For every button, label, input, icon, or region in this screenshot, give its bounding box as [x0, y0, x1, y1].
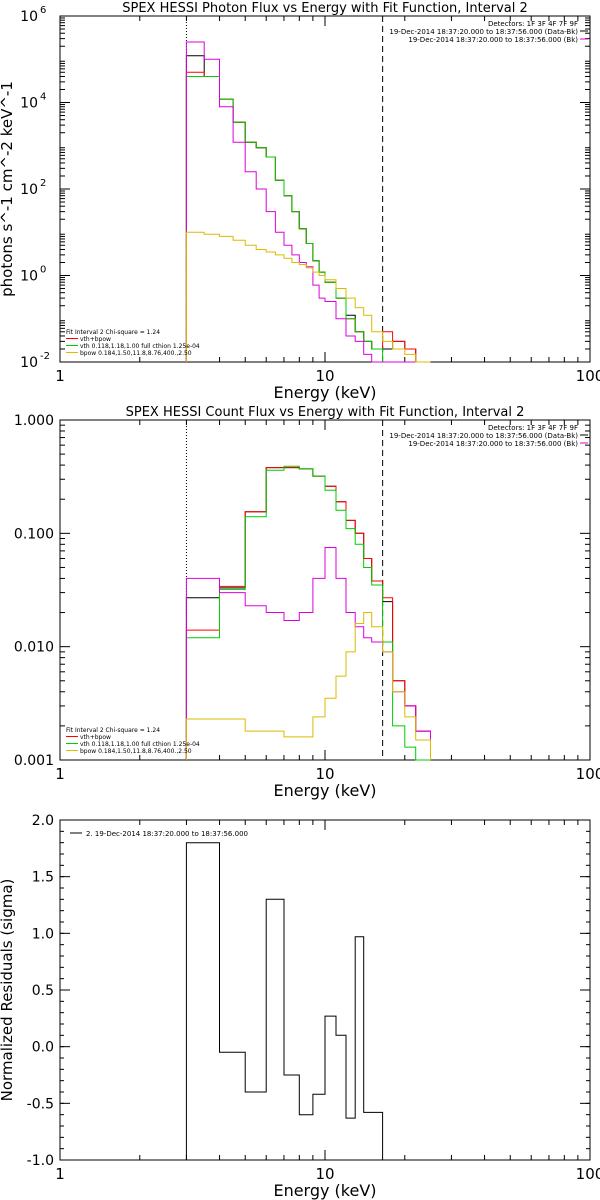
y-tick-exponent: 2	[40, 178, 46, 189]
plot-frame	[59, 819, 591, 1161]
y-tick-label: 1.000	[14, 413, 54, 429]
header-line-2: 19-Dec-2014 18:37:20.000 to 18:37:56.000…	[389, 432, 578, 440]
x-tick-label: 1	[55, 765, 65, 783]
x-tick-label: 100	[576, 765, 600, 783]
series-fit-line	[185, 467, 431, 760]
y-tick-label: 10	[20, 355, 38, 371]
y-tick-label: 0.010	[14, 640, 54, 656]
y-tick-exponent: -2	[40, 351, 50, 362]
header-line-1: Detectors: 1F 3F 4F 7F 9F	[488, 20, 578, 28]
series-data-line	[185, 467, 431, 760]
legend-entry: vth 0.118,1.18,1.00 full cthion 1.25e-04	[80, 741, 200, 748]
x-tick-label: 100	[576, 367, 600, 385]
x-axis-label: Energy (keV)	[273, 781, 376, 800]
y-tick-label: 0.0	[32, 1040, 54, 1056]
y-tick-label: 1.5	[32, 870, 54, 886]
y-tick-label: 10	[20, 96, 38, 112]
legend-heading: Fit Interval 2 Chi-square = 1.24	[66, 727, 160, 734]
x-axis-label: Energy (keV)	[273, 1181, 376, 1200]
chart-title: SPEX HESSI Count Flux vs Energy with Fit…	[126, 405, 525, 420]
y-tick-label: 10	[20, 269, 38, 285]
series-bk-line	[185, 547, 431, 760]
legend-entry: vth+bpow	[80, 336, 111, 343]
y-tick-exponent: 6	[40, 5, 46, 16]
series-bk-line	[185, 41, 431, 363]
series-vth-line	[185, 76, 431, 363]
x-tick-label: 10	[315, 765, 334, 783]
chart-panel-3: 1 10 100 -1.0 -0.5 0.0 0.5 1.0 1.5 2.0 Energy (keV…	[0, 813, 600, 1200]
series-vth-line	[185, 465, 431, 761]
y-tick-exponent: 0	[40, 265, 46, 276]
legend-heading: Fit Interval 2 Chi-square = 1.24	[66, 329, 160, 336]
chart-title: SPEX HESSI Photon Flux vs Energy with Fi…	[122, 1, 528, 16]
series-fit-line	[185, 71, 431, 363]
legend-entry: vth+bpow	[80, 734, 111, 741]
y-tick-label: 10	[20, 182, 38, 198]
y-tick-label: 10	[20, 9, 38, 25]
y-axis-label: photons s^-1 cm^-2 keV^-1	[0, 81, 16, 297]
y-tick-exponent: 4	[40, 92, 46, 103]
y-tick-label: 0.001	[14, 753, 54, 769]
header-line-3: 19-Dec-2014 18:37:20.000 to 18:37:56.000…	[408, 36, 578, 44]
x-tick-label: 1	[55, 1165, 65, 1183]
y-tick-label: 0.5	[32, 983, 54, 999]
y-tick-label: -0.5	[27, 1096, 54, 1112]
legend-entry: vth 0.118,1.18,1.00 full cthion 1.25e-04	[80, 343, 200, 350]
legend-entry: 2. 19-Dec-2014 18:37:20.000 to 18:37:56.…	[86, 830, 248, 838]
legend-entry: bpow 0.184,1.50,11.8,8.76,400.,2.50	[80, 350, 192, 357]
plot-frame	[59, 15, 591, 363]
y-axis-label: Normalized Residuals (sigma)	[0, 879, 16, 1102]
series-data-line	[185, 55, 431, 363]
header-line-3: 19-Dec-2014 18:37:20.000 to 18:37:56.000…	[408, 440, 578, 448]
y-tick-label: -1.0	[27, 1153, 54, 1169]
y-tick-label: 0.100	[14, 526, 54, 542]
chart-panel-2: 1 10 100 0.001 0.010 0.100 1.000 SPEX HESSI Cou…	[14, 405, 600, 800]
legend-entry: bpow 0.184,1.50,11.8,8.76,400.,2.50	[80, 748, 192, 755]
series-bpow-line	[185, 612, 431, 760]
header-line-2: 19-Dec-2014 18:37:20.000 to 18:37:56.000…	[389, 28, 578, 36]
series-bpow-line	[185, 231, 431, 363]
y-tick-label: 2.0	[32, 813, 54, 829]
x-tick-label: 10	[315, 1165, 334, 1183]
series-resid-line	[185, 842, 384, 1160]
x-tick-label: 10	[315, 367, 334, 385]
header-line-1: Detectors: 1F 3F 4F 7F 9F	[488, 424, 578, 432]
x-axis-label: Energy (keV)	[273, 383, 376, 402]
x-tick-label: 1	[55, 367, 65, 385]
y-tick-label: 1.0	[32, 926, 54, 942]
x-tick-label: 100	[576, 1165, 600, 1183]
